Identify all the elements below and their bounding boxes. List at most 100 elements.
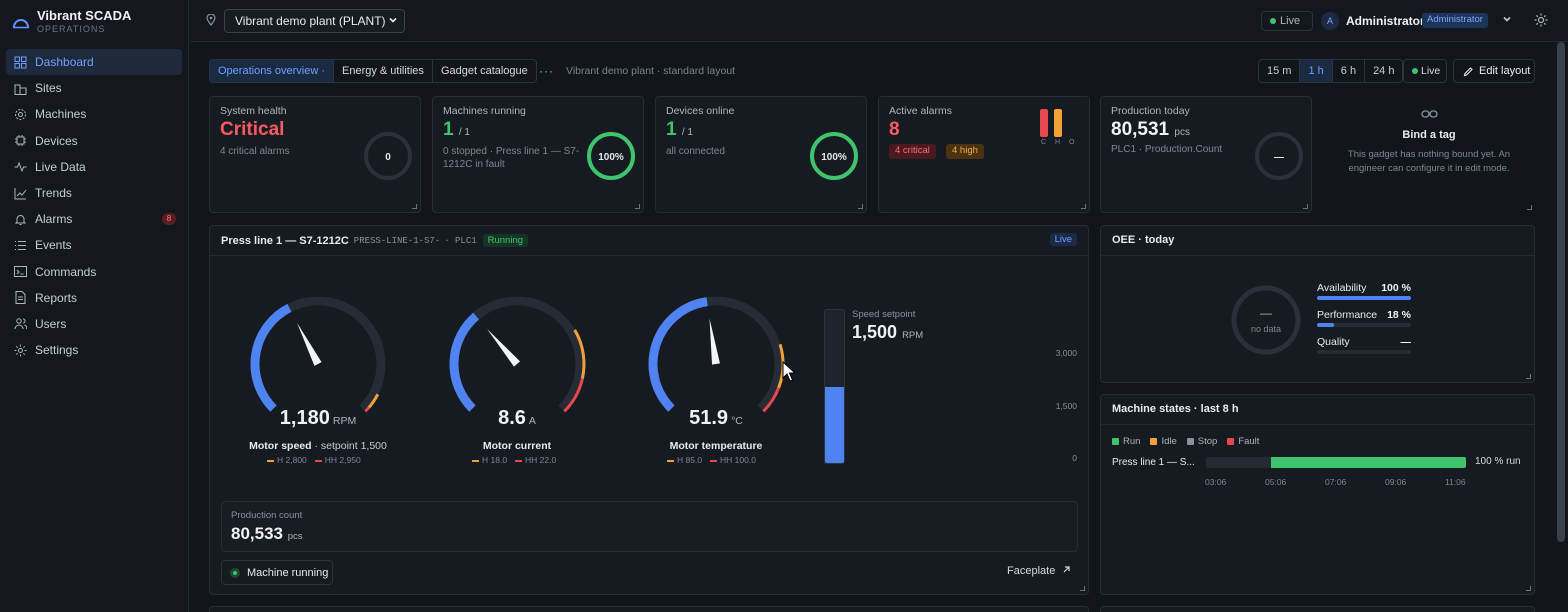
gauge-hh-zone <box>364 406 371 413</box>
sidebar-item-dashboard[interactable]: Dashboard <box>6 49 182 76</box>
faceplate-label: Faceplate <box>1007 565 1056 577</box>
machine-running-indicator[interactable]: Machine running <box>221 560 333 585</box>
setpoint-value: 1,500 RPM <box>852 322 923 343</box>
resize-handle[interactable] <box>1303 204 1308 209</box>
legend-swatch <box>1112 438 1119 445</box>
sidebar-item-events[interactable]: Events <box>6 232 182 258</box>
legend-label: Idle <box>1161 436 1177 447</box>
sidebar-item-alarms[interactable]: Alarms 8 <box>6 206 182 232</box>
resize-handle[interactable] <box>858 204 863 209</box>
machine-running-label: Machine running <box>247 567 329 579</box>
range-24h[interactable]: 24 h <box>1373 65 1395 77</box>
high-badge: 4 high <box>946 144 984 159</box>
kpi-system-health[interactable]: System health Critical 4 critical alarms… <box>209 96 421 213</box>
production-count-box: Production count 80,533 pcs <box>221 501 1078 552</box>
gauge-value-arc <box>250 303 292 412</box>
sun-icon[interactable] <box>1534 13 1548 27</box>
panel-header <box>1101 395 1534 425</box>
sidebar-item-sites[interactable]: Sites <box>6 75 182 101</box>
bind-tag-hint: This gadget has nothing bound yet. An en… <box>1347 149 1511 174</box>
plant-select[interactable]: Vibrant demo plant (PLANT) <box>224 9 405 33</box>
chip-icon <box>15 135 26 147</box>
states-tick: 05:06 <box>1265 477 1287 487</box>
more-options-icon[interactable]: ··· <box>539 64 554 78</box>
bar-label-c: C <box>1041 139 1047 146</box>
kpi-machines-running[interactable]: Machines running 1 / 1 0 stopped · Press… <box>432 96 644 213</box>
limit-h: H 85.0 <box>667 455 702 465</box>
health-ring-value: 0 <box>385 152 391 163</box>
edit-layout-label: Edit layout <box>1479 65 1531 77</box>
gauge-value-arc <box>648 297 708 412</box>
sidebar-item-reports[interactable]: Reports <box>6 285 182 311</box>
states-tick: 07:06 <box>1325 477 1347 487</box>
tab-operations-overview[interactable]: Operations overview · <box>210 60 334 82</box>
sidebar-item-devices[interactable]: Devices <box>6 128 182 154</box>
setpoint-axis-min: 0 <box>1072 453 1077 463</box>
press-code: PRESS-LINE-1-S7- <box>353 235 441 246</box>
oee-metric-label: Performance <box>1317 309 1378 321</box>
sidebar-item-settings[interactable]: Settings <box>6 337 182 363</box>
page-scrollbar[interactable] <box>1557 42 1565 542</box>
next-panel-edge <box>1100 606 1535 612</box>
range-6h[interactable]: 6 h <box>1333 60 1366 82</box>
sidebar-item-users[interactable]: Users <box>6 311 182 337</box>
range-15m[interactable]: 15 m <box>1259 60 1301 82</box>
sidebar-item-live-data[interactable]: Live Data <box>6 154 182 180</box>
live-toggle[interactable]: Live <box>1403 59 1447 83</box>
states-row-value: 100 % run <box>1475 456 1521 467</box>
setpoint-unit: RPM <box>902 330 924 341</box>
states-tick: 03:06 <box>1205 477 1227 487</box>
user-menu-chevron-icon[interactable] <box>1502 14 1512 24</box>
resize-handle[interactable] <box>1526 586 1531 591</box>
resize-handle[interactable] <box>1080 586 1085 591</box>
sidebar-item-commands[interactable]: Commands <box>6 259 182 285</box>
next-panel-edge <box>209 606 1089 612</box>
resize-handle[interactable] <box>412 204 417 209</box>
machines-ring-arc <box>587 132 635 180</box>
tab-energy-utilities[interactable]: Energy & utilities <box>334 60 433 82</box>
resize-handle[interactable] <box>1527 205 1532 210</box>
kpi-active-alarms[interactable]: Active alarms 8 4 critical 4 high C H O <box>878 96 1090 213</box>
sidebar-item-machines[interactable]: Machines <box>6 101 182 127</box>
gauge-needle <box>297 323 322 366</box>
document-icon <box>15 291 26 305</box>
gauge-number: 51.9 <box>689 407 729 429</box>
kpi-value: 1 / 1 <box>666 119 693 141</box>
kpi-value-number: 80,531 <box>1111 119 1170 140</box>
production-count-value: 80,533 pcs <box>231 524 303 544</box>
brand[interactable]: Vibrant SCADA OPERATIONS <box>12 8 182 38</box>
gear-icon <box>14 344 27 357</box>
gauge-limits-temperature: H 85.0 HH 100.0 <box>667 455 756 465</box>
health-ring: 0 <box>364 132 412 180</box>
kpi-production-today[interactable]: Production today 80,531 pcs PLC1 · Produ… <box>1100 96 1312 213</box>
faceplate-link[interactable]: Faceplate <box>1007 565 1071 577</box>
tab-gadget-catalogue[interactable]: Gadget catalogue <box>440 65 528 77</box>
kpi-devices-online[interactable]: Devices online 1 / 1 all connected 100% <box>655 96 867 213</box>
sidebar-item-trends[interactable]: Trends <box>6 180 182 206</box>
bind-tag-gadget[interactable]: Bind a tag This gadget has nothing bound… <box>1323 96 1535 213</box>
kpi-value-number: 1 <box>666 119 677 140</box>
resize-handle[interactable] <box>1526 374 1531 379</box>
user-name[interactable]: Administrator <box>1346 14 1425 28</box>
avatar[interactable]: A <box>1321 12 1339 30</box>
range-1h[interactable]: 1 h <box>1300 60 1333 82</box>
oee-panel: OEE · today — no data Availability 100 % P… <box>1100 225 1535 383</box>
states-legend: Run Idle Stop Fault <box>1112 436 1269 447</box>
critical-bar <box>1040 109 1048 137</box>
legend-idle: Idle <box>1150 436 1177 447</box>
devices-ring-value: 100% <box>821 152 847 163</box>
sidebar-nav: Dashboard Sites Machines Devices Live Data Tr… <box>6 49 182 363</box>
gauge-h-zone <box>367 393 380 409</box>
building-icon <box>14 84 27 95</box>
running-indicator-icon <box>230 568 240 578</box>
kpi-sub: PLC1 · Production.Count <box>1111 144 1223 155</box>
sidebar-item-label: Live Data <box>35 159 86 174</box>
gauge-label-text: Motor temperature <box>669 440 763 452</box>
sidebar-item-label: Alarms <box>35 212 73 227</box>
chevron-down-icon <box>389 17 397 23</box>
kpi-value: 8 <box>889 119 900 140</box>
resize-handle[interactable] <box>1081 204 1086 209</box>
gauge-unit: A <box>528 415 536 427</box>
edit-layout-button[interactable]: Edit layout <box>1453 59 1535 83</box>
resize-handle[interactable] <box>635 204 640 209</box>
